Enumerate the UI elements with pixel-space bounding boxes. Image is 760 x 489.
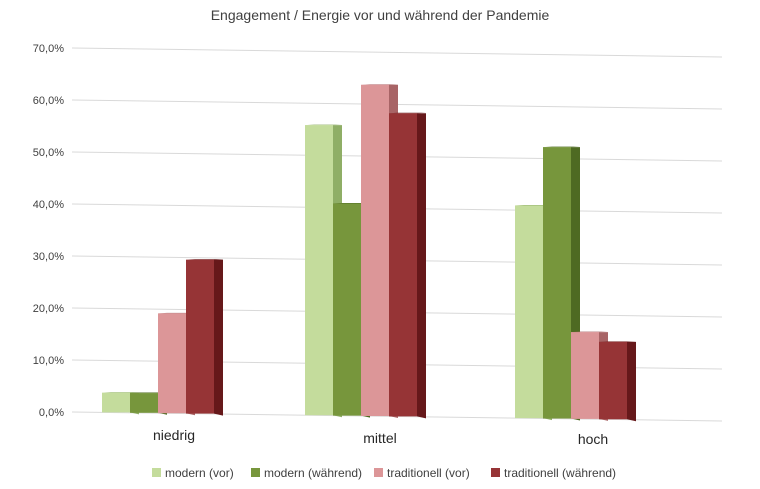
bar-top: [333, 202, 370, 204]
bar-top: [186, 259, 223, 260]
legend: modern (vor) modern (während) traditionell…: [152, 466, 616, 480]
x-axis-ticks: niedrig mittel hoch: [153, 427, 608, 447]
gridline: [71, 47, 723, 58]
bar-top: [571, 331, 608, 333]
legend-label: modern (vor): [165, 466, 234, 480]
legend-swatch: [374, 468, 383, 477]
x-tick-label: mittel: [363, 430, 396, 446]
bar-front: [130, 393, 158, 413]
bar: [389, 112, 426, 419]
bar-top: [515, 204, 552, 206]
bar-top: [543, 146, 580, 148]
legend-item: modern (während): [251, 466, 362, 480]
legend-label: traditionell (während): [504, 466, 616, 480]
legend-item: modern (vor): [152, 466, 234, 480]
bar-front: [361, 84, 389, 417]
y-tick-label: 70,0%: [33, 43, 64, 55]
bar-front: [333, 203, 361, 416]
bar-front: [571, 332, 599, 419]
legend-swatch: [152, 468, 161, 477]
bar-front: [543, 147, 571, 419]
bar-top: [130, 392, 167, 394]
legend-swatch: [251, 468, 260, 477]
y-tick-label: 10,0%: [33, 355, 64, 367]
bar-front: [158, 313, 186, 414]
bar: [599, 341, 636, 422]
bars: [102, 84, 636, 422]
bar-front: [389, 113, 417, 417]
chart-title: Engagement / Energie vor und während der…: [211, 7, 550, 23]
bar-top: [361, 84, 398, 85]
legend-item: traditionell (vor): [374, 466, 470, 480]
bar-side: [417, 113, 426, 419]
bar-side: [214, 259, 223, 416]
y-axis-ticks: 0,0% 10,0% 20,0% 30,0% 40,0% 50,0% 60,0% 70,0%: [33, 43, 64, 419]
x-tick-label: hoch: [578, 431, 608, 447]
y-tick-label: 50,0%: [33, 147, 64, 159]
y-tick-label: 0,0%: [39, 407, 64, 419]
bar-front: [515, 205, 543, 419]
y-tick-label: 20,0%: [33, 303, 64, 315]
bar-front: [102, 392, 130, 413]
bar-front: [599, 341, 627, 420]
bar-front: [305, 125, 333, 416]
bar-top: [102, 392, 139, 393]
legend-item: traditionell (während): [491, 466, 616, 480]
bar-top: [389, 112, 426, 114]
bar-top: [599, 341, 636, 342]
y-tick-label: 30,0%: [33, 251, 64, 263]
bar-front: [186, 259, 214, 414]
legend-label: traditionell (vor): [387, 466, 470, 480]
bar: [543, 146, 580, 421]
bar-top: [305, 124, 342, 126]
y-tick-label: 40,0%: [33, 199, 64, 211]
bar-side: [627, 341, 636, 422]
x-tick-label: niedrig: [153, 427, 195, 443]
bar-top: [158, 312, 195, 314]
legend-swatch: [491, 468, 500, 477]
legend-label: modern (während): [264, 466, 362, 480]
y-tick-label: 60,0%: [33, 95, 64, 107]
bar: [186, 259, 223, 416]
